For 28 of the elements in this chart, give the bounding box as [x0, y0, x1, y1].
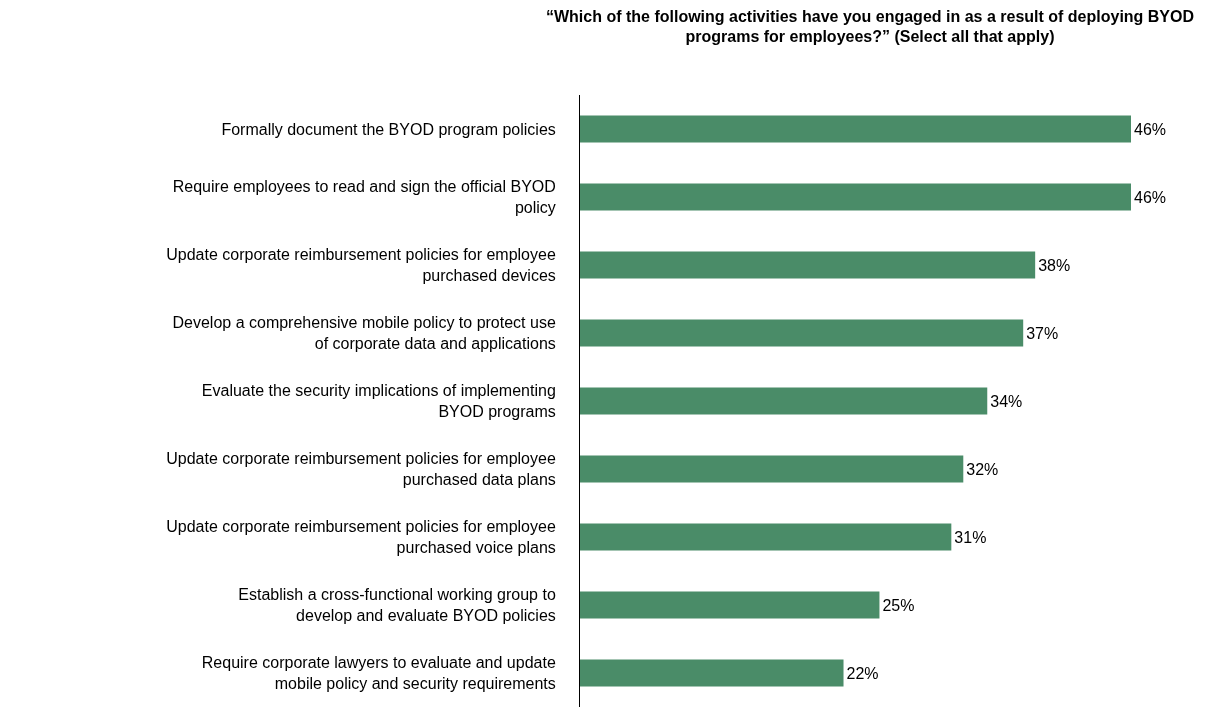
y-tick-label: Require corporate lawyers to evaluate and update mobile policy and security requirements — [201, 654, 556, 692]
data-label: 46% — [1134, 188, 1167, 206]
y-tick-label: Evaluate the security implications of implementing BYOD programs — [201, 382, 556, 420]
bar — [580, 387, 988, 415]
bar — [580, 183, 1131, 211]
data-label: 34% — [990, 392, 1023, 410]
bar — [580, 659, 844, 687]
data-label: 31% — [954, 528, 987, 546]
data-label: 32% — [966, 460, 999, 478]
y-tick-label: Establish a cross-functional working group to develop and evaluate BYOD policies — [238, 586, 556, 624]
bar — [580, 523, 952, 551]
bar — [580, 455, 964, 483]
y-tick-label: Formally document the BYOD program policies — [221, 120, 556, 138]
y-tick-label: Require employees to read and sign the official BYOD policy — [172, 178, 556, 216]
bar — [580, 319, 1024, 347]
bar — [580, 251, 1036, 279]
y-tick-label: Update corporate reimbursement policies for employee purchased devices — [166, 246, 556, 284]
y-tick-label: Update corporate reimbursement policies for employee purchased data plans — [166, 450, 556, 488]
bar — [580, 115, 1131, 143]
data-label: 22% — [846, 664, 879, 682]
data-label: 37% — [1026, 324, 1059, 342]
y-tick-label: Develop a comprehensive mobile policy to protect use of corporate data and applications — [172, 314, 556, 352]
data-label: 38% — [1038, 256, 1071, 274]
data-label: 25% — [882, 596, 915, 614]
chart-title: “Which of the following activities have you engaged in as a result of deploying BYOD programs for employees?” (Select all that apply) — [545, 7, 1195, 46]
y-tick-label: Update corporate reimbursement policies for employee purchased voice plans — [166, 518, 556, 556]
bar — [580, 591, 880, 619]
data-label: 46% — [1134, 120, 1167, 138]
